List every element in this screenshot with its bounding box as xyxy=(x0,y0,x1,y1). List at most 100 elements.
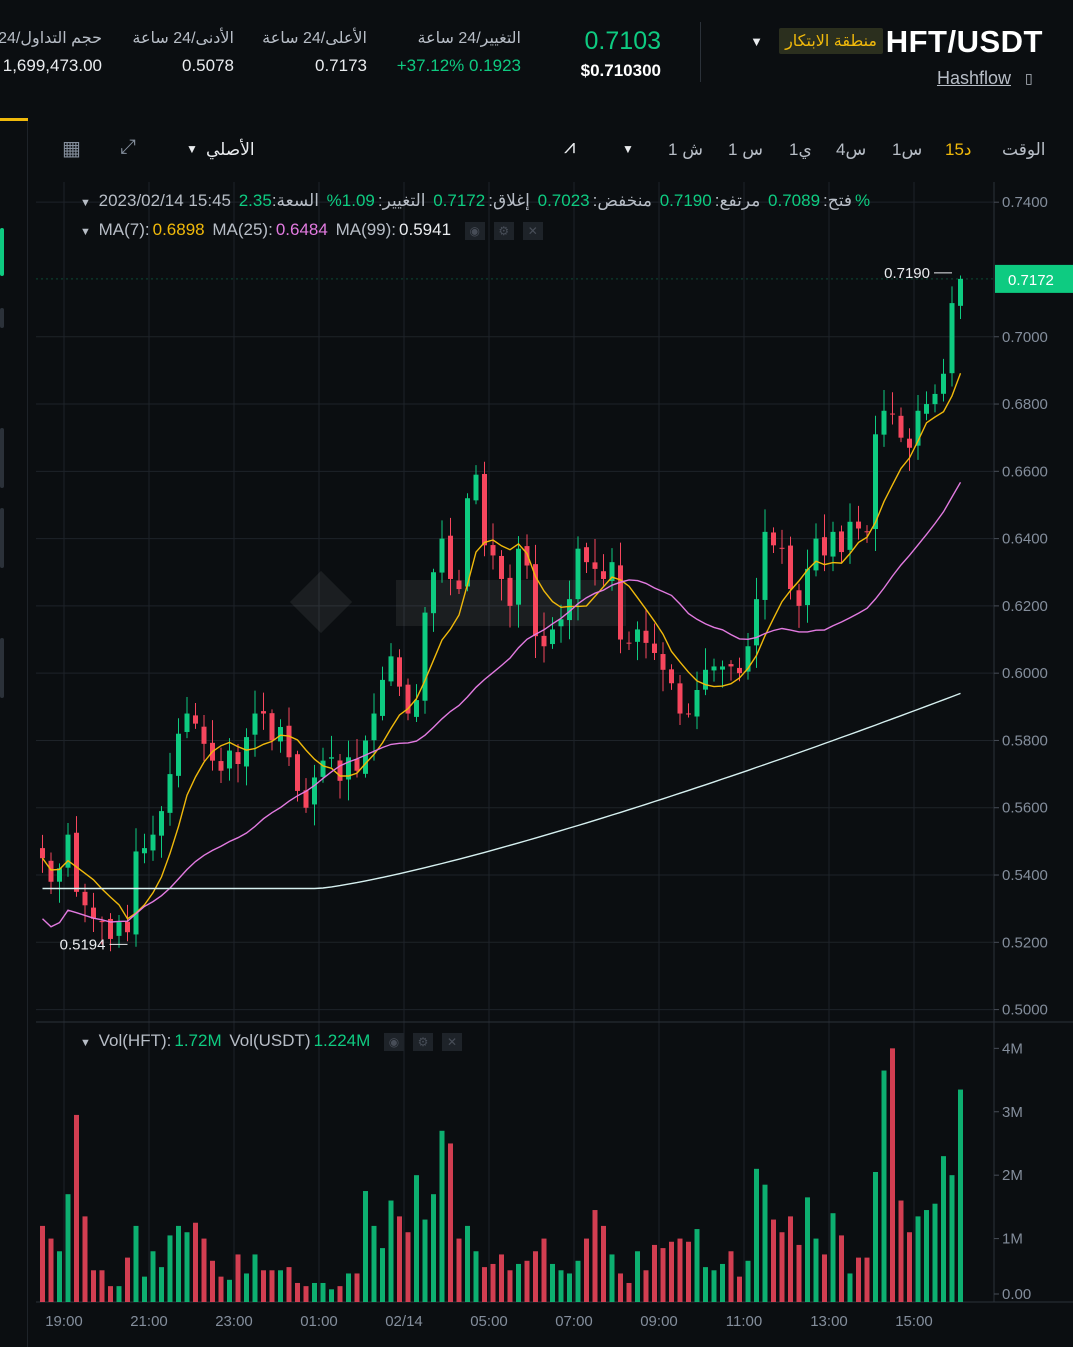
volume-bar xyxy=(320,1282,326,1302)
volume-bar xyxy=(932,1203,938,1302)
volume-bar xyxy=(898,1200,904,1302)
info-icon[interactable]: ▯ xyxy=(1025,70,1033,86)
chevron-down-icon[interactable]: ▼ xyxy=(622,142,634,156)
price-tick-label: 0.5400 xyxy=(1002,867,1048,884)
gear-icon[interactable]: ⚙ xyxy=(413,1032,434,1051)
volume-bar xyxy=(941,1156,946,1302)
candle-body xyxy=(609,562,615,581)
price-tick-label: 0.6800 xyxy=(1002,396,1048,413)
current-price-tag xyxy=(995,264,1073,293)
candlestick-chart[interactable]: 0.7400 0.7000 0.6800 0.6600 0.6400 0.6200 0.60… xyxy=(36,182,1073,1347)
volume-bar xyxy=(677,1238,683,1302)
ma-legend: ▼ MA(7): 0.6898 MA(25): 0.6484 MA(99): 0.59… xyxy=(80,220,546,240)
tab-timeframe-15m[interactable]: 15د xyxy=(945,140,972,159)
volume-bar xyxy=(312,1282,317,1302)
original-view-select[interactable]: الأصلي xyxy=(206,140,255,159)
volume-bar xyxy=(414,1175,419,1302)
candle-body xyxy=(465,498,470,587)
volume-bar xyxy=(558,1270,564,1302)
volume-tick-label: 1M xyxy=(1002,1231,1023,1248)
volume-bar xyxy=(57,1251,62,1302)
tab-timeframe-4h[interactable]: 4س xyxy=(836,140,867,159)
candle-body xyxy=(677,683,683,714)
close-icon[interactable]: ✕ xyxy=(442,1032,463,1051)
eye-icon[interactable]: ◉ xyxy=(384,1032,405,1051)
volume-bar xyxy=(295,1282,300,1302)
candle-body xyxy=(380,679,385,716)
rail-tab[interactable] xyxy=(0,428,4,488)
volume-bar xyxy=(133,1225,139,1302)
volume-bar xyxy=(660,1248,666,1302)
candle-body xyxy=(193,715,198,724)
rail-tab[interactable] xyxy=(0,308,4,328)
last-price-usd: $0.710300 xyxy=(580,61,661,80)
price-tick-label: 0.6200 xyxy=(1002,598,1048,615)
tab-timeframe-1m[interactable]: 1 ش xyxy=(668,140,703,159)
tab-timeframe-time[interactable]: الوقت xyxy=(1002,140,1046,159)
moving-averages xyxy=(41,372,962,928)
chart-grid xyxy=(36,182,1073,1303)
volume-bar xyxy=(227,1279,232,1302)
tab-timeframe-1w[interactable]: 1 س xyxy=(728,140,763,159)
candle-body xyxy=(635,629,640,642)
chart-markers: 0.7190 0.5194 xyxy=(60,265,952,953)
chart-type-icon[interactable]: ⩘ xyxy=(564,136,576,158)
pair-title[interactable]: HFT/USDT xyxy=(885,24,1043,59)
volume-bar xyxy=(286,1267,292,1302)
stat-24h-high: الأعلى/24 ساعة 0.7173 xyxy=(262,30,367,75)
candle-body xyxy=(159,811,164,836)
candle-body xyxy=(388,656,394,682)
grid-icon[interactable]: ▦ xyxy=(62,138,81,160)
candle-body xyxy=(40,848,45,859)
volume-bar xyxy=(822,1254,827,1302)
candle-body xyxy=(201,726,207,744)
volume-bar xyxy=(482,1267,487,1302)
rail-tab[interactable] xyxy=(0,638,4,698)
volume-bar xyxy=(363,1191,368,1302)
close-icon[interactable]: ✕ xyxy=(522,221,543,240)
volume-bar xyxy=(91,1270,96,1302)
candle-body xyxy=(839,531,844,553)
candle-body xyxy=(227,750,232,769)
rail-tab-active[interactable] xyxy=(0,228,4,276)
chevron-down-icon[interactable]: ▼ xyxy=(80,226,91,238)
legend-change: 1.09% xyxy=(326,191,375,210)
candle-body xyxy=(932,393,938,405)
rail-tab[interactable] xyxy=(0,508,4,568)
volume-bar xyxy=(465,1225,470,1302)
chevron-down-icon[interactable]: ▼ xyxy=(80,1037,91,1049)
eye-icon[interactable]: ◉ xyxy=(464,221,485,240)
legend-high: 0.7190 xyxy=(659,191,712,210)
expand-icon[interactable]: ⤢ xyxy=(120,136,136,158)
gear-icon[interactable]: ⚙ xyxy=(493,221,514,240)
volume-bar xyxy=(881,1070,887,1302)
token-info-link[interactable]: Hashflow xyxy=(936,68,1011,88)
candle-body xyxy=(643,630,649,643)
time-tick-label: 05:00 xyxy=(470,1313,508,1330)
tab-timeframe-1h[interactable]: 1س xyxy=(892,140,923,159)
chevron-down-icon[interactable]: ▼ xyxy=(186,142,198,156)
chevron-down-icon[interactable]: ▼ xyxy=(750,34,763,49)
candle-body xyxy=(312,777,317,805)
time-tick-label: 01:00 xyxy=(300,1313,338,1330)
volume-bar xyxy=(499,1254,504,1302)
volume-bar xyxy=(99,1270,105,1302)
volume-bar xyxy=(448,1143,453,1302)
candle-body xyxy=(550,629,555,645)
candle-body xyxy=(949,303,955,374)
volume-bars xyxy=(40,1048,963,1302)
candle-body xyxy=(482,474,487,546)
volume-bar xyxy=(949,1175,955,1302)
time-tick-label: 15:00 xyxy=(895,1313,933,1330)
candle-body xyxy=(541,635,547,647)
tab-timeframe-1d[interactable]: 1ي xyxy=(789,140,812,159)
candle-body xyxy=(414,700,419,717)
volume-bar xyxy=(176,1225,181,1302)
candle-body xyxy=(354,759,360,771)
volume-bar xyxy=(159,1267,164,1302)
legend-close: 0.7172 xyxy=(433,191,486,210)
volume-bar xyxy=(380,1248,385,1302)
chevron-down-icon[interactable]: ▼ xyxy=(80,197,91,209)
volume-bar xyxy=(516,1263,521,1302)
candle-body xyxy=(847,521,853,550)
